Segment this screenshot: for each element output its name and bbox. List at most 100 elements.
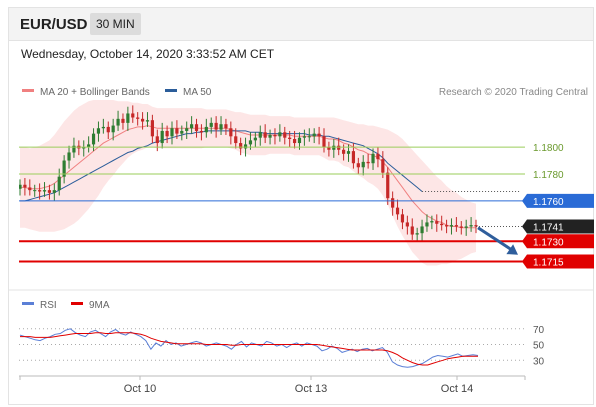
resistance-level-label: 1.1800 [533,143,564,154]
candle-body [190,124,194,129]
candle-body [297,137,302,144]
research-credit: Research © 2020 Trading Central [439,87,588,98]
candle-body [170,128,174,137]
candle-body [420,226,424,234]
rsi-tick-label: 30 [533,356,545,367]
rsi-legend-swatch [22,302,34,305]
rsi-ma-legend-swatch [71,302,83,305]
candle-body [253,137,257,141]
candle-body [454,225,458,227]
candle-body [400,214,405,223]
rsi-tick-label: 70 [533,325,545,336]
ma20-line [20,125,476,229]
candle-body [209,122,213,127]
rsi-panel: 70 50 30 [19,325,545,368]
support-level-label: 1.1730 [533,237,564,248]
candle-body [224,124,228,129]
candle-body [38,190,42,192]
candle-body [278,132,282,137]
candle-body [337,145,341,150]
candle-body [57,176,61,191]
forecast-arrow-shaft [477,226,514,252]
x-axis: Oct 10 Oct 13 Oct 14 [19,376,526,395]
candle-body [449,225,454,227]
chart-header: EUR/USD 30 MIN [9,8,593,41]
rsi-ma-line [20,332,478,366]
candle-body [165,130,169,137]
candle-body [405,222,409,227]
candle-body [145,120,150,122]
candle-body [155,136,159,144]
timeframe-badge[interactable]: 30 MIN [90,13,141,35]
candle-body [136,117,140,119]
candle-body [288,137,292,140]
candle-body [327,147,331,150]
resistance-level-label: 1.1780 [533,170,564,181]
candle-body [52,190,56,193]
rsi-legend-label: RSI [40,300,57,311]
x-tick-label: Oct 13 [295,383,327,395]
candle-body [440,223,444,226]
candle-body [194,124,199,131]
candle-body [435,221,439,224]
support-level-tag [522,234,594,249]
candle-body [140,118,145,122]
candle-body [126,113,130,123]
candle-body [351,151,356,164]
candle-body [469,225,473,227]
candle-body [283,132,287,138]
price-legend: MA 20 + Bollinger Bands MA 50 Research ©… [22,87,588,98]
candle-body [67,152,71,161]
forecast-arrow [477,226,518,255]
candle-body [116,118,120,126]
candle-body [415,233,419,235]
candle-body [106,126,110,133]
candle-body [307,136,311,138]
candle-body [72,145,76,153]
chart-card: EUR/USD 30 MIN Wednesday, October 14, 20… [8,7,594,405]
candle-body [302,136,306,138]
candle-body [322,136,326,148]
candle-body [199,130,204,133]
candle-body [248,140,253,145]
candle-body [239,143,243,149]
candle-body [386,172,390,199]
x-tick-label: Oct 14 [441,383,473,395]
pivot-level-label: 1.1760 [533,197,564,208]
candle-body [312,133,316,137]
candle-body [361,161,365,168]
chart-timestamp: Wednesday, October 14, 2020 3:33:52 AM C… [21,47,275,61]
rsi-tick-label: 50 [533,341,545,352]
candle-body [292,139,297,144]
candle-body [342,149,346,154]
support-level-tag [522,254,594,269]
candle-body [28,187,32,191]
last-level-label: 1.1741 [533,222,564,233]
candle-body [219,124,223,130]
pivot-level-tag [522,193,594,208]
candle-body [150,120,154,137]
forecast-arrow-head [506,244,518,255]
last-level-tag [522,219,594,234]
candle-body [185,128,189,131]
candle-body [317,133,321,137]
rsi-ma-legend-label: 9MA [89,300,110,311]
candle-body [410,226,414,235]
candle-body [273,134,277,137]
candle-body [395,207,400,215]
candle-body [464,226,468,228]
candle-body [180,130,184,134]
bollinger-legend-label: MA 20 + Bollinger Bands [40,87,150,98]
candle-body [366,161,370,164]
candle-body [459,226,463,228]
candle-body [474,225,478,227]
candle-body [371,153,375,164]
candle-body [332,145,336,150]
candle-body [160,130,164,144]
candle-body [96,128,101,134]
candle-body [391,198,395,208]
bollinger-legend-swatch [22,89,34,92]
candle-body [131,113,135,118]
candle-body [234,136,238,144]
candle-body [268,134,272,138]
